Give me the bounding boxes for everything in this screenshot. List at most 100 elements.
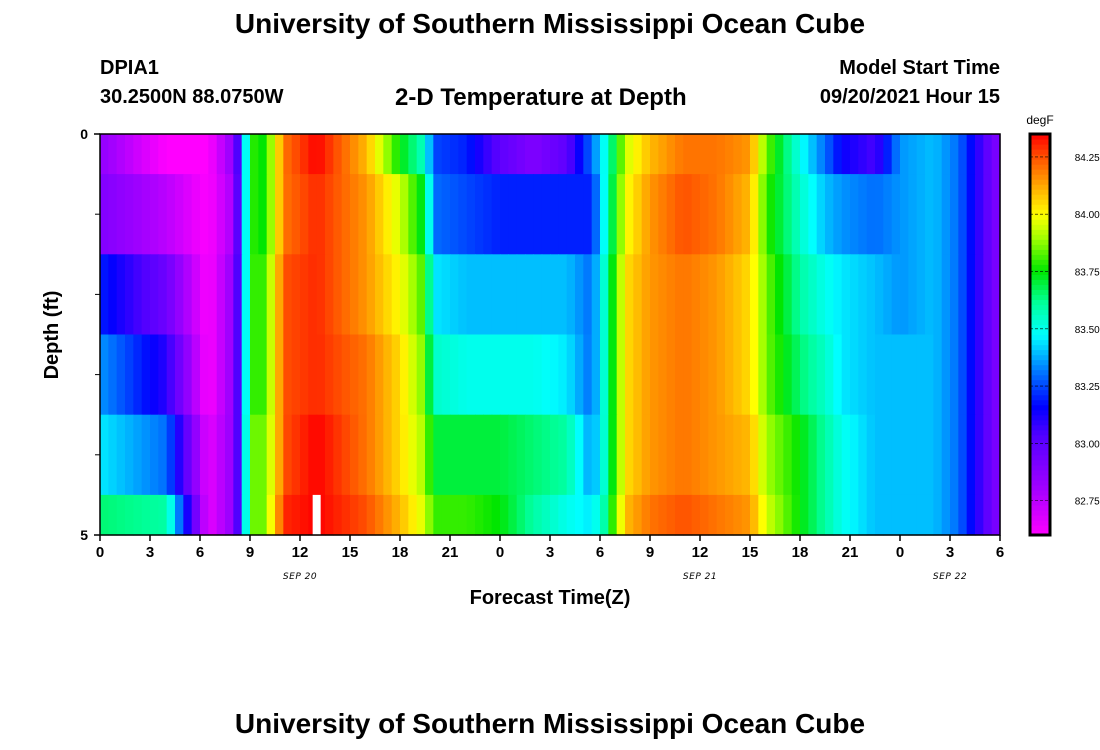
colorbar-segment [1030,284,1050,290]
colorbar-segment [1030,199,1050,205]
heatmap-cell [250,494,259,536]
heatmap-cell [275,494,284,536]
heatmap-cell [275,174,284,255]
heatmap-cell [458,174,468,255]
heatmap-cell [125,254,134,336]
x-tick-label: 12 [292,544,309,561]
colorbar-segment [1030,404,1050,411]
heatmap-cell [433,254,443,336]
x-tick-label: 21 [842,544,859,561]
heatmap-cell [433,174,443,255]
heatmap-cell [266,334,276,416]
heatmap-cell [166,334,176,416]
heatmap-cell [391,254,401,336]
heatmap-cell [441,494,451,536]
heatmap-cell [991,134,1001,175]
heatmap-cell [625,254,634,336]
heatmap-cell [233,414,243,496]
colorbar-tick-label: 83.000 [1075,439,1100,450]
heatmap-cell [533,254,543,336]
heatmap-cell [350,254,359,336]
heatmap-cell [583,334,593,416]
heatmap-cell [983,334,993,416]
heatmap-cell [908,414,918,496]
heatmap-cell [558,494,568,536]
colorbar-segment [1030,359,1050,366]
heatmap-cell [266,494,276,536]
heatmap-cell [850,134,859,175]
heatmap-cell [883,334,893,416]
heatmap-cell [158,174,168,255]
heatmap-cell [400,254,409,336]
y-axis-label: Depth (ft) [41,291,63,380]
heatmap-cell [275,254,284,336]
heatmap-cell [333,414,343,496]
heatmap-cell [533,174,543,255]
heatmap-cell [525,334,534,416]
current-time-marker [312,494,321,535]
heatmap-cell [741,334,751,416]
heatmap-cell [291,334,301,416]
heatmap-cell [891,414,901,496]
heatmap-cell [116,254,126,336]
heatmap-cell [933,254,943,336]
heatmap-cell [675,134,684,175]
heatmap-cell [916,174,926,255]
heatmap-cell [850,494,859,536]
colorbar-segment [1030,189,1050,195]
heatmap-cell [691,414,701,496]
heatmap-cell [233,174,243,255]
colorbar-segment [1030,319,1050,326]
heatmap-cell [258,134,268,175]
y-tick-label: 5 [80,527,88,543]
colorbar-segment [1030,479,1050,486]
colorbar-segment [1030,214,1050,220]
heatmap-cell [541,494,551,536]
heatmap-cell [583,254,593,336]
heatmap-cell [916,134,926,175]
heatmap-cell [458,334,468,416]
heatmap-cell [450,494,459,536]
heatmap-cell [750,254,759,336]
heatmap-cell [466,134,476,175]
heatmap-cell [941,174,951,255]
x-tick-label: 0 [496,544,504,561]
heatmap-cell [925,334,934,416]
heatmap-cell [666,134,676,175]
heatmap-cell [208,334,218,416]
heatmap-cell [275,334,284,416]
heatmap-cell [391,334,401,416]
heatmap-cell [433,494,443,536]
heatmap-cell [566,174,576,255]
heatmap-cell [550,174,559,255]
heatmap-cell [108,494,118,536]
date-label: SEP 21 [683,572,717,582]
heatmap-cell [150,414,159,496]
heatmap-cell [925,174,934,255]
heatmap-cell [950,414,959,496]
heatmap-cell [500,254,509,336]
heatmap-cell [508,334,518,416]
heatmap-cell [883,134,893,175]
heatmap-cell [700,134,709,175]
heatmap-cell [441,414,451,496]
heatmap-cell [775,174,784,255]
colorbar-tick-label: 83.250 [1075,382,1100,393]
colorbar-segment [1030,374,1050,381]
heatmap-cell [841,414,851,496]
heatmap-cell [441,174,451,255]
heatmap-cell [266,174,276,255]
heatmap-cell [425,494,434,536]
heatmap-cell [458,134,468,175]
heatmap-cell [150,334,159,416]
heatmap-cell [675,494,684,536]
colorbar-segment [1030,139,1050,145]
heatmap-cell [433,414,443,496]
heatmap-cell [533,334,543,416]
heatmap-cell [375,334,384,416]
heatmap-cell [116,414,126,496]
heatmap-cell [350,334,359,416]
heatmap-cell [991,174,1001,255]
colorbar-segment [1030,489,1050,496]
heatmap-cell [541,134,551,175]
